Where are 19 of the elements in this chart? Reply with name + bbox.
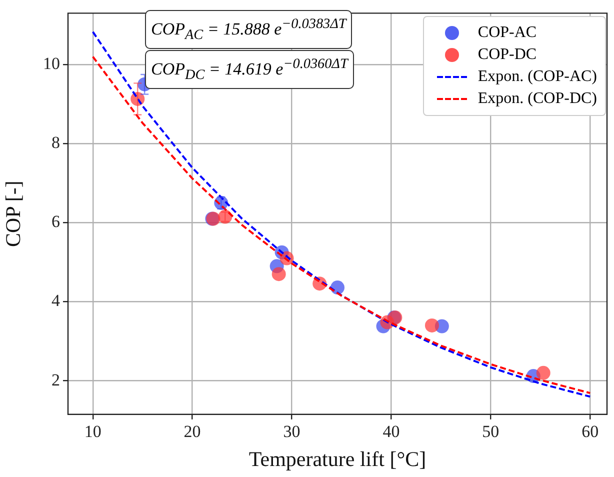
- y-tick-label: 8: [52, 133, 60, 152]
- annotation: COP$_{AC}$ = 15.888 e$^{−0.0383ΔT}$: [145, 10, 352, 50]
- x-tick-label: 40: [382, 422, 400, 442]
- x-tick-label: 10: [84, 422, 102, 442]
- legend-label: COP-DC: [478, 46, 537, 64]
- annotation: COP$_{DC}$ = 14.619 e$^{−0.0360ΔT}$: [145, 50, 354, 90]
- x-tick-label: 30: [283, 422, 300, 442]
- legend-label: COP-AC: [478, 24, 537, 42]
- y-tick-label: 2: [52, 370, 60, 390]
- x-tick-label: 50: [482, 422, 500, 442]
- legend-label: Expon. (COP-AC): [478, 68, 597, 86]
- x-tick-label: 60: [582, 422, 599, 442]
- y-axis-title: COP [-]: [1, 180, 26, 247]
- y-tick-label: 6: [52, 212, 60, 232]
- x-axis-title: Temperature lift [°C]: [248, 446, 426, 471]
- x-tick-label: 20: [184, 422, 201, 442]
- y-tick-label: 10: [43, 54, 60, 74]
- legend-label: Expon. (COP-DC): [478, 90, 597, 108]
- y-tick-label: 4: [52, 291, 60, 310]
